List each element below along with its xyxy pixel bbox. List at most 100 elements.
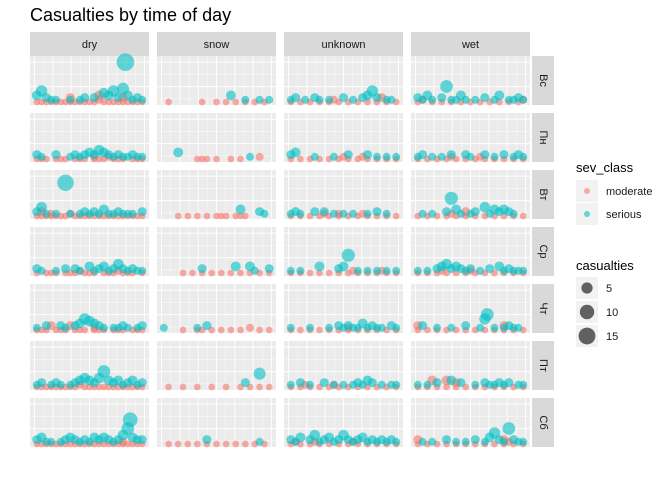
strip-row-Пт	[532, 341, 554, 390]
point-moderate	[33, 98, 41, 106]
point-serious	[432, 378, 442, 388]
point-serious	[253, 367, 266, 380]
point-moderate	[241, 440, 249, 448]
panel-snow-Пн	[157, 113, 276, 163]
point-moderate	[198, 155, 206, 163]
point-serious	[75, 266, 84, 275]
strip-row-label: Ср	[537, 244, 549, 258]
point-serious	[97, 365, 111, 378]
size-legend-keys: 5 10 15	[576, 277, 618, 347]
point-moderate	[265, 326, 273, 334]
point-serious	[202, 435, 212, 445]
point-serious	[504, 378, 514, 388]
point-moderate	[222, 98, 230, 106]
point-serious	[392, 380, 401, 389]
point-serious	[456, 378, 466, 388]
point-serious	[418, 150, 428, 160]
point-serious	[338, 93, 349, 103]
point-moderate	[193, 155, 201, 163]
point-serious	[245, 152, 255, 161]
point-serious	[37, 152, 46, 161]
point-serious	[480, 93, 490, 103]
panel-snow-Вт	[157, 170, 276, 220]
point-serious	[225, 90, 236, 101]
legend-key-moderate	[584, 188, 590, 194]
point-serious	[123, 323, 132, 332]
point-serious	[51, 266, 61, 275]
point-serious	[193, 323, 202, 332]
point-serious	[305, 380, 315, 389]
panel-snow-Пт	[157, 341, 276, 391]
point-serious	[514, 323, 523, 332]
point-moderate	[208, 269, 216, 277]
point-serious	[339, 209, 348, 218]
color-legend-title: sev_class	[576, 160, 634, 175]
point-serious	[432, 323, 442, 332]
point-serious	[499, 437, 509, 446]
panel-wet-Пт	[411, 341, 530, 391]
point-serious	[490, 323, 499, 332]
point-serious	[296, 266, 305, 275]
panel-snow-Вс	[157, 56, 276, 106]
point-serious	[479, 201, 491, 213]
size-legend-title: casualties	[576, 258, 634, 273]
point-serious	[325, 95, 334, 104]
point-serious	[122, 412, 138, 428]
point-serious	[341, 248, 355, 262]
strip-row-Вс	[532, 56, 554, 105]
point-serious	[437, 93, 447, 103]
point-moderate	[245, 323, 255, 332]
point-serious	[56, 380, 65, 389]
point-serious	[286, 323, 295, 332]
point-serious	[519, 437, 528, 446]
point-moderate	[255, 152, 264, 161]
point-serious	[519, 95, 528, 104]
strip-col-label: dry	[82, 39, 98, 51]
point-serious	[339, 380, 348, 389]
strip-col-dry	[30, 32, 149, 56]
point-serious	[138, 95, 147, 104]
point-serious	[42, 209, 51, 218]
point-serious	[138, 152, 147, 161]
point-serious	[137, 435, 147, 445]
panel-dry-Пн	[30, 113, 149, 163]
point-moderate	[81, 326, 89, 334]
point-serious	[128, 209, 137, 218]
point-moderate	[193, 212, 201, 220]
point-serious	[485, 264, 495, 274]
point-serious	[499, 150, 509, 160]
point-serious	[441, 207, 452, 217]
point-moderate	[165, 98, 172, 106]
point-serious	[61, 323, 70, 332]
strip-col-label: snow	[204, 39, 230, 51]
point-serious	[315, 95, 324, 104]
point-moderate	[237, 155, 244, 163]
point-serious	[41, 321, 51, 331]
panel-dry-Вс	[30, 53, 149, 106]
point-serious	[480, 308, 494, 321]
point-serious	[329, 209, 338, 218]
panel-unknown-Ср	[284, 227, 403, 277]
point-moderate	[297, 326, 304, 334]
point-serious	[296, 209, 305, 218]
point-serious	[437, 152, 446, 161]
point-serious	[466, 152, 475, 161]
point-serious	[310, 207, 320, 217]
point-serious	[382, 209, 391, 218]
legend-key-serious	[584, 211, 590, 217]
point-moderate	[184, 212, 192, 220]
point-moderate	[203, 212, 211, 220]
point-serious	[47, 437, 56, 446]
panel-unknown-Пн	[284, 113, 403, 163]
point-serious	[338, 261, 349, 272]
point-serious	[241, 95, 250, 104]
point-moderate	[213, 212, 220, 220]
strip-row-label: Вс	[537, 74, 549, 87]
point-serious	[428, 95, 437, 104]
point-serious	[461, 321, 471, 331]
point-serious	[305, 323, 315, 332]
point-moderate	[316, 269, 323, 277]
point-serious	[37, 266, 46, 275]
point-serious	[286, 266, 295, 275]
size-label-15: 15	[606, 331, 618, 343]
